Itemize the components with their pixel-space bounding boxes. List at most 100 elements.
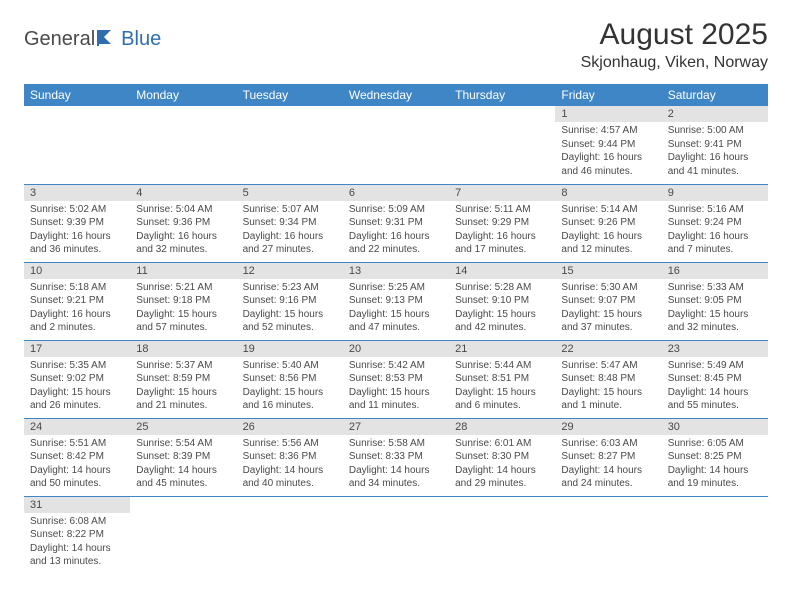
day-number: 26	[237, 419, 343, 435]
sunset-line: Sunset: 8:36 PM	[243, 450, 337, 464]
calendar-cell: 2Sunrise: 5:00 AMSunset: 9:41 PMDaylight…	[662, 106, 768, 184]
day-number: 4	[130, 185, 236, 201]
daylight-line: Daylight: 14 hours and 24 minutes.	[561, 464, 655, 491]
day-number: 1	[555, 106, 661, 122]
daylight-line: Daylight: 15 hours and 32 minutes.	[668, 308, 762, 335]
calendar-cell: 26Sunrise: 5:56 AMSunset: 8:36 PMDayligh…	[237, 418, 343, 496]
sunrise-line: Sunrise: 5:35 AM	[30, 359, 124, 373]
sunrise-line: Sunrise: 5:28 AM	[455, 281, 549, 295]
daylight-line: Daylight: 14 hours and 55 minutes.	[668, 386, 762, 413]
calendar-cell: 18Sunrise: 5:37 AMSunset: 8:59 PMDayligh…	[130, 340, 236, 418]
calendar-cell: 27Sunrise: 5:58 AMSunset: 8:33 PMDayligh…	[343, 418, 449, 496]
calendar-week-row: 17 Sunrise: 5:35 AMSunset: 9:02 PM Dayligh…	[24, 340, 768, 418]
daylight-line: Daylight: 15 hours and 6 minutes.	[455, 386, 549, 413]
sunset-line: Sunset: 9:41 PM	[668, 138, 762, 152]
sunrise-line: Sunrise: 5:25 AM	[349, 281, 443, 295]
sunset-line: Sunset: 8:42 PM	[30, 450, 124, 464]
day-content: Sunrise: 5:00 AMSunset: 9:41 PMDaylight:…	[662, 122, 768, 182]
sunrise-line: Sunrise: 5:18 AM	[30, 281, 124, 295]
day-number: 19	[237, 341, 343, 357]
day-content: Sunrise: 5:18 AMSunset: 9:21 PMDaylight:…	[24, 279, 130, 339]
weekday-header: Sunday	[24, 84, 130, 106]
day-content: Sunrise: 5:58 AMSunset: 8:33 PMDaylight:…	[343, 435, 449, 495]
day-number: 12	[237, 263, 343, 279]
calendar-cell: 19Sunrise: 5:40 AMSunset: 8:56 PMDayligh…	[237, 340, 343, 418]
sunrise-line: Sunrise: 6:05 AM	[668, 437, 762, 451]
calendar-cell: 9Sunrise: 5:16 AMSunset: 9:24 PMDaylight…	[662, 184, 768, 262]
sunrise-line: Sunrise: 5:42 AM	[349, 359, 443, 373]
calendar-table: SundayMondayTuesdayWednesdayThursdayFrid…	[24, 84, 768, 574]
day-number: 8	[555, 185, 661, 201]
sunset-line: Sunset: 8:25 PM	[668, 450, 762, 464]
day-content: Sunrise: 6:03 AMSunset: 8:27 PMDaylight:…	[555, 435, 661, 495]
weekday-row: SundayMondayTuesdayWednesdayThursdayFrid…	[24, 84, 768, 106]
day-number: 23	[662, 341, 768, 357]
day-number: 2	[662, 106, 768, 122]
calendar-cell	[343, 496, 449, 574]
calendar-cell: 14Sunrise: 5:28 AMSunset: 9:10 PMDayligh…	[449, 262, 555, 340]
day-number: 17	[24, 341, 130, 357]
sunrise-line: Sunrise: 5:33 AM	[668, 281, 762, 295]
logo-flag-icon	[97, 28, 119, 51]
sunset-line: Sunset: 9:07 PM	[561, 294, 655, 308]
page-title: August 2025	[581, 18, 768, 52]
daylight-line: Daylight: 15 hours and 57 minutes.	[136, 308, 230, 335]
calendar-cell: 25Sunrise: 5:54 AMSunset: 8:39 PMDayligh…	[130, 418, 236, 496]
sunrise-line: Sunrise: 5:47 AM	[561, 359, 655, 373]
day-number: 28	[449, 419, 555, 435]
day-content: Sunrise: 6:05 AMSunset: 8:25 PMDaylight:…	[662, 435, 768, 495]
sunset-line: Sunset: 9:31 PM	[349, 216, 443, 230]
day-content: Sunrise: 5:30 AMSunset: 9:07 PMDaylight:…	[555, 279, 661, 339]
daylight-line: Daylight: 16 hours and 41 minutes.	[668, 151, 762, 178]
sunset-line: Sunset: 8:27 PM	[561, 450, 655, 464]
weekday-header: Tuesday	[237, 84, 343, 106]
calendar-cell: 23Sunrise: 5:49 AMSunset: 8:45 PMDayligh…	[662, 340, 768, 418]
day-content: Sunrise: 5:11 AMSunset: 9:29 PMDaylight:…	[449, 201, 555, 261]
day-content: Sunrise: 5:23 AMSunset: 9:16 PMDaylight:…	[237, 279, 343, 339]
sunset-line: Sunset: 8:30 PM	[455, 450, 549, 464]
calendar-cell: 21Sunrise: 5:44 AMSunset: 8:51 PMDayligh…	[449, 340, 555, 418]
weekday-header: Thursday	[449, 84, 555, 106]
sunset-line: Sunset: 8:48 PM	[561, 372, 655, 386]
calendar-cell: 16Sunrise: 5:33 AMSunset: 9:05 PMDayligh…	[662, 262, 768, 340]
sunset-line: Sunset: 9:18 PM	[136, 294, 230, 308]
day-content: Sunrise: 5:54 AMSunset: 8:39 PMDaylight:…	[130, 435, 236, 495]
sunrise-line: Sunrise: 5:58 AM	[349, 437, 443, 451]
logo-text-blue: Blue	[121, 28, 161, 51]
daylight-line: Daylight: 16 hours and 46 minutes.	[561, 151, 655, 178]
daylight-line: Daylight: 14 hours and 34 minutes.	[349, 464, 443, 491]
sunset-line: Sunset: 8:22 PM	[30, 528, 124, 542]
sunset-line: Sunset: 9:02 PM	[30, 372, 124, 386]
day-content: Sunrise: 5:44 AMSunset: 8:51 PMDaylight:…	[449, 357, 555, 417]
sunrise-line: Sunrise: 6:08 AM	[30, 515, 124, 529]
daylight-line: Daylight: 15 hours and 16 minutes.	[243, 386, 337, 413]
calendar-cell: 3Sunrise: 5:02 AMSunset: 9:39 PMDaylight…	[24, 184, 130, 262]
day-content: Sunrise: 5:49 AMSunset: 8:45 PMDaylight:…	[662, 357, 768, 417]
day-content: Sunrise: 5:37 AMSunset: 8:59 PMDaylight:…	[130, 357, 236, 417]
sunset-line: Sunset: 8:53 PM	[349, 372, 443, 386]
daylight-line: Daylight: 16 hours and 7 minutes.	[668, 230, 762, 257]
day-number: 30	[662, 419, 768, 435]
day-content: Sunrise: 5:56 AMSunset: 8:36 PMDaylight:…	[237, 435, 343, 495]
day-number: 15	[555, 263, 661, 279]
day-content: Sunrise: 6:01 AMSunset: 8:30 PMDaylight:…	[449, 435, 555, 495]
calendar-cell	[555, 496, 661, 574]
day-number: 5	[237, 185, 343, 201]
daylight-line: Daylight: 15 hours and 52 minutes.	[243, 308, 337, 335]
day-number: 9	[662, 185, 768, 201]
daylight-line: Daylight: 14 hours and 50 minutes.	[30, 464, 124, 491]
weekday-header: Monday	[130, 84, 236, 106]
calendar-cell	[343, 106, 449, 184]
day-number: 14	[449, 263, 555, 279]
sunrise-line: Sunrise: 5:11 AM	[455, 203, 549, 217]
daylight-line: Daylight: 16 hours and 36 minutes.	[30, 230, 124, 257]
sunrise-line: Sunrise: 5:00 AM	[668, 124, 762, 138]
weekday-header: Wednesday	[343, 84, 449, 106]
daylight-line: Daylight: 15 hours and 47 minutes.	[349, 308, 443, 335]
day-number: 31	[24, 497, 130, 513]
sunset-line: Sunset: 9:13 PM	[349, 294, 443, 308]
daylight-line: Daylight: 14 hours and 13 minutes.	[30, 542, 124, 569]
day-content: Sunrise: 5:28 AMSunset: 9:10 PMDaylight:…	[449, 279, 555, 339]
calendar-cell: 5Sunrise: 5:07 AMSunset: 9:34 PMDaylight…	[237, 184, 343, 262]
sunset-line: Sunset: 9:44 PM	[561, 138, 655, 152]
